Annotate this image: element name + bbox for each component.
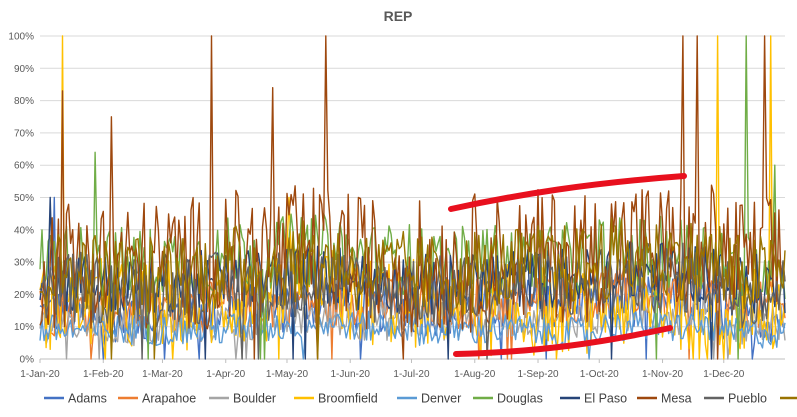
legend-label: Denver: [421, 392, 461, 406]
series-lines: [39, 35, 786, 360]
y-tick-label: 100%: [8, 32, 34, 43]
x-tick-label: 1-Oct-20: [580, 369, 619, 380]
series-line-el-paso: [39, 196, 786, 360]
legend-label: Douglas: [497, 392, 543, 406]
chart-title: REP: [384, 8, 413, 24]
legend-label: Arapahoe: [142, 392, 196, 406]
series-line-weld: [39, 217, 786, 360]
x-tick-label: 1-Nov-20: [642, 369, 684, 380]
x-tick-label: 1-Sep-20: [517, 369, 559, 380]
y-axis-ticks: 0% 10% 20% 30% 40% 50% 60% 70% 80% 90% 100%: [8, 32, 34, 366]
y-tick-label: 60%: [14, 161, 34, 172]
red-trend-lower: [453, 325, 673, 357]
x-tick-label: 1-Aug-20: [454, 369, 496, 380]
x-tick-label: 1-Dec-20: [703, 369, 745, 380]
legend-label: Pueblo: [728, 392, 767, 406]
legend-label: Mesa: [661, 392, 692, 406]
legend-label: Adams: [68, 392, 107, 406]
y-tick-label: 20%: [14, 290, 34, 301]
x-tick-label: 1-May-20: [266, 369, 309, 380]
legend-label: Boulder: [233, 392, 276, 406]
annotations: [448, 173, 687, 357]
legend-label: El Paso: [584, 392, 627, 406]
x-tick-label: 1-Jun-20: [331, 369, 371, 380]
x-tick-label: 1-Jan-20: [20, 369, 60, 380]
x-tick-label: 1-Jul-20: [393, 369, 430, 380]
y-tick-label: 50%: [14, 193, 34, 204]
red-trend-upper: [448, 173, 687, 212]
y-tick-label: 90%: [14, 64, 34, 75]
x-axis-ticks: 1-Jan-20 1-Feb-20 1-Mar-20 1-Apr-20 1-May-20…: [20, 359, 745, 380]
y-tick-label: 80%: [14, 96, 34, 107]
series-line-denver: [39, 308, 786, 360]
y-tick-label: 10%: [14, 322, 34, 333]
x-tick-label: 1-Feb-20: [83, 369, 124, 380]
x-tick-label: 1-Apr-20: [206, 369, 245, 380]
y-tick-label: 70%: [14, 128, 34, 139]
x-tick-label: 1-Mar-20: [142, 369, 183, 380]
legend: Adams Arapahoe Boulder Broomfield Denver Doug…: [44, 392, 797, 406]
y-tick-label: 40%: [14, 225, 34, 236]
legend-label: Broomfield: [318, 392, 378, 406]
y-tick-label: 30%: [14, 258, 34, 269]
y-tick-label: 0%: [20, 355, 35, 366]
